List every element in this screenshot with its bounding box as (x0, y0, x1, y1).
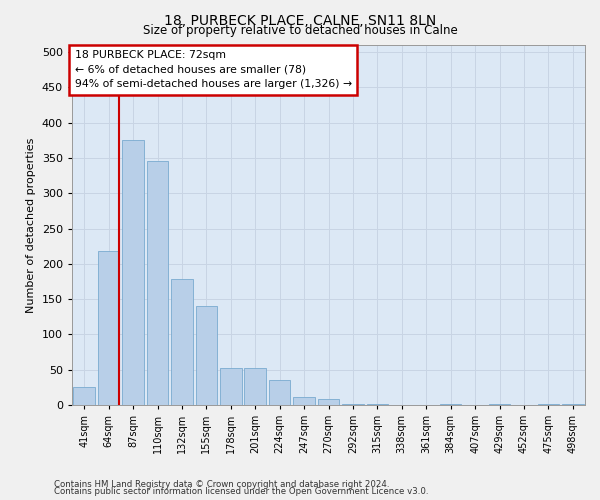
Bar (440, 404, 461, 405)
Text: 18 PURBECK PLACE: 72sqm
← 6% of detached houses are smaller (78)
94% of semi-det: 18 PURBECK PLACE: 72sqm ← 6% of detached… (74, 50, 352, 89)
Bar (196, 306, 217, 405)
Text: 18, PURBECK PLACE, CALNE, SN11 8LN: 18, PURBECK PLACE, CALNE, SN11 8LN (164, 14, 436, 28)
Text: Size of property relative to detached houses in Calne: Size of property relative to detached ho… (143, 24, 457, 37)
Bar (122, 140, 144, 405)
Bar (562, 404, 584, 405)
Bar (538, 404, 559, 405)
Text: Contains HM Land Registry data © Crown copyright and database right 2024.: Contains HM Land Registry data © Crown c… (54, 480, 389, 489)
Bar (318, 400, 339, 405)
Bar (489, 404, 510, 405)
Bar (342, 404, 364, 405)
Bar (98, 251, 119, 405)
Bar (171, 280, 193, 405)
Bar (367, 404, 388, 405)
Bar (73, 388, 95, 405)
Text: Contains public sector information licensed under the Open Government Licence v3: Contains public sector information licen… (54, 487, 428, 496)
Bar (293, 396, 315, 405)
Y-axis label: Number of detached properties: Number of detached properties (26, 138, 36, 312)
Bar (269, 380, 290, 405)
Bar (244, 368, 266, 405)
Bar (147, 162, 168, 405)
Bar (220, 368, 242, 405)
